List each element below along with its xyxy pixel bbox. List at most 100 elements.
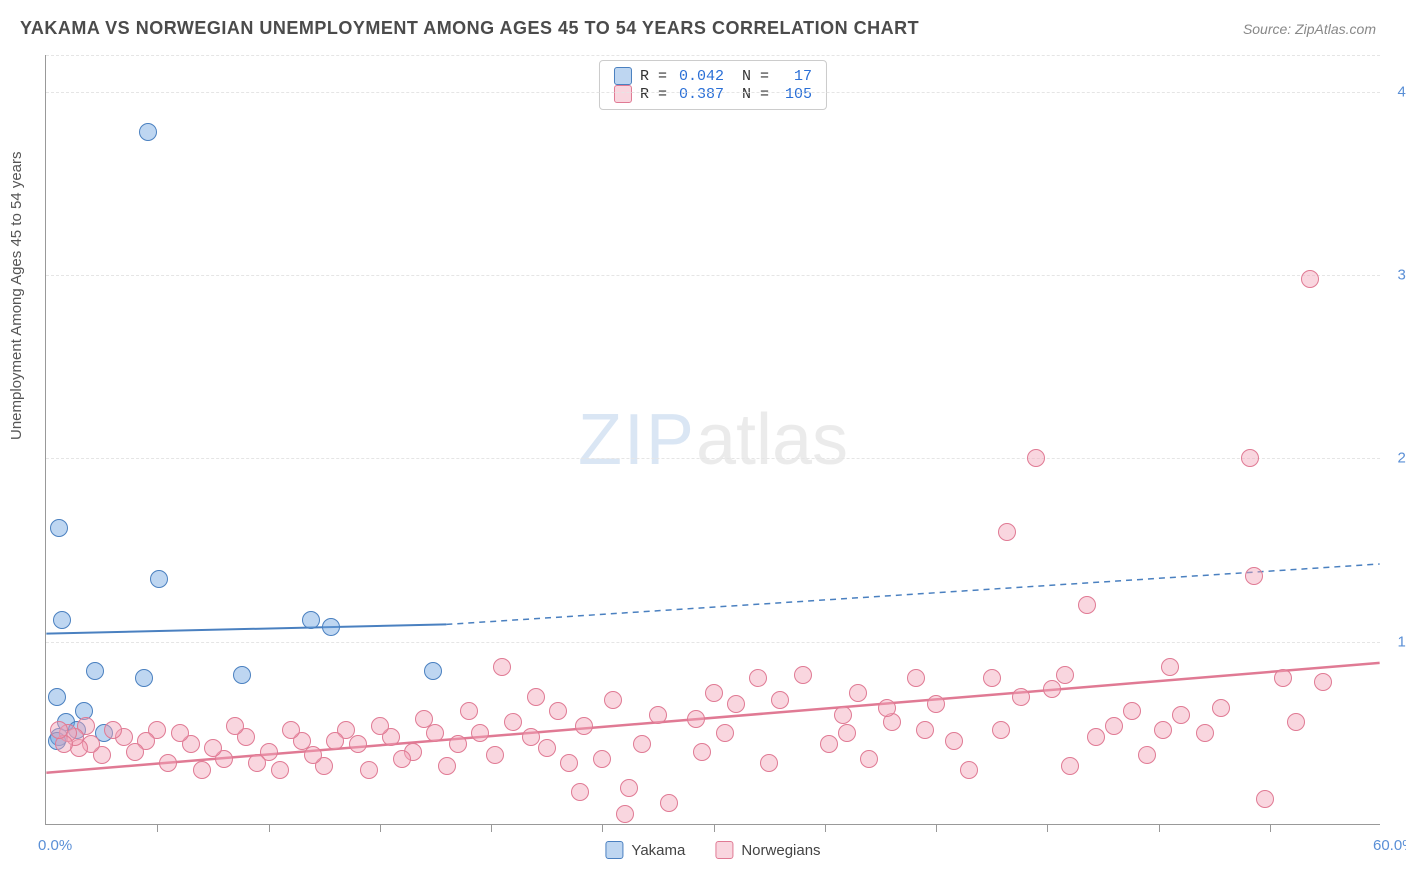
data-point (326, 732, 344, 750)
data-point (1287, 713, 1305, 731)
data-point (616, 805, 634, 823)
data-point (360, 761, 378, 779)
legend-label: Yakama (631, 842, 685, 859)
data-point (1314, 673, 1332, 691)
x-tick-mark (602, 824, 603, 832)
data-point (1301, 270, 1319, 288)
x-tick-mark (157, 824, 158, 832)
x-tick-mark (1159, 824, 1160, 832)
data-point (1087, 728, 1105, 746)
data-point (415, 710, 433, 728)
data-point (438, 757, 456, 775)
gridline-h (46, 458, 1380, 459)
data-point (493, 658, 511, 676)
data-point (575, 717, 593, 735)
y-tick-label: 10.0% (1397, 633, 1406, 650)
data-point (48, 688, 66, 706)
data-point (960, 761, 978, 779)
data-point (760, 754, 778, 772)
data-point (538, 739, 556, 757)
data-point (50, 519, 68, 537)
data-point (248, 754, 266, 772)
x-tick-mark (1270, 824, 1271, 832)
data-point (560, 754, 578, 772)
data-point (945, 732, 963, 750)
legend-swatch (715, 841, 733, 859)
data-point (204, 739, 222, 757)
x-tick-mark (491, 824, 492, 832)
data-point (53, 611, 71, 629)
data-point (486, 746, 504, 764)
data-point (1012, 688, 1030, 706)
y-tick-label: 40.0% (1397, 83, 1406, 100)
gridline-h (46, 55, 1380, 56)
data-point (139, 123, 157, 141)
data-point (1172, 706, 1190, 724)
page-title: YAKAMA VS NORWEGIAN UNEMPLOYMENT AMONG A… (20, 18, 919, 39)
data-point (1043, 680, 1061, 698)
data-point (349, 735, 367, 753)
legend-item: Norwegians (715, 841, 820, 859)
legend-swatch (614, 85, 632, 103)
data-point (927, 695, 945, 713)
data-point (322, 618, 340, 636)
gridline-h (46, 92, 1380, 93)
data-point (304, 746, 322, 764)
data-point (593, 750, 611, 768)
data-point (983, 669, 1001, 687)
data-point (86, 662, 104, 680)
data-point (226, 717, 244, 735)
data-point (1138, 746, 1156, 764)
data-point (604, 691, 622, 709)
x-tick-mark (825, 824, 826, 832)
data-point (693, 743, 711, 761)
data-point (1161, 658, 1179, 676)
y-axis-label: Unemployment Among Ages 45 to 54 years (8, 151, 25, 440)
data-point (159, 754, 177, 772)
data-point (620, 779, 638, 797)
data-point (522, 728, 540, 746)
data-point (1154, 721, 1172, 739)
x-tick-label: 0.0% (38, 837, 72, 854)
data-point (460, 702, 478, 720)
data-point (527, 688, 545, 706)
data-point (916, 721, 934, 739)
data-point (794, 666, 812, 684)
data-point (727, 695, 745, 713)
data-point (135, 669, 153, 687)
data-point (504, 713, 522, 731)
y-tick-label: 30.0% (1397, 267, 1406, 284)
x-tick-mark (936, 824, 937, 832)
data-point (171, 724, 189, 742)
data-point (471, 724, 489, 742)
data-point (1056, 666, 1074, 684)
data-point (449, 735, 467, 753)
data-point (1196, 724, 1214, 742)
data-point (271, 761, 289, 779)
data-point (878, 699, 896, 717)
data-point (426, 724, 444, 742)
gridline-h (46, 642, 1380, 643)
data-point (992, 721, 1010, 739)
data-point (1061, 757, 1079, 775)
legend-row: R = 0.387 N = 105 (614, 85, 812, 103)
data-point (860, 750, 878, 768)
data-point (50, 721, 68, 739)
y-tick-label: 20.0% (1397, 450, 1406, 467)
gridline-h (46, 275, 1380, 276)
data-point (282, 721, 300, 739)
data-point (998, 523, 1016, 541)
data-point (1027, 449, 1045, 467)
source-label: Source: ZipAtlas.com (1243, 21, 1376, 37)
data-point (907, 669, 925, 687)
data-point (771, 691, 789, 709)
data-point (1256, 790, 1274, 808)
data-point (649, 706, 667, 724)
data-point (193, 761, 211, 779)
data-point (233, 666, 251, 684)
data-point (834, 706, 852, 724)
data-point (393, 750, 411, 768)
data-point (838, 724, 856, 742)
data-point (705, 684, 723, 702)
watermark: ZIPatlas (578, 399, 848, 481)
